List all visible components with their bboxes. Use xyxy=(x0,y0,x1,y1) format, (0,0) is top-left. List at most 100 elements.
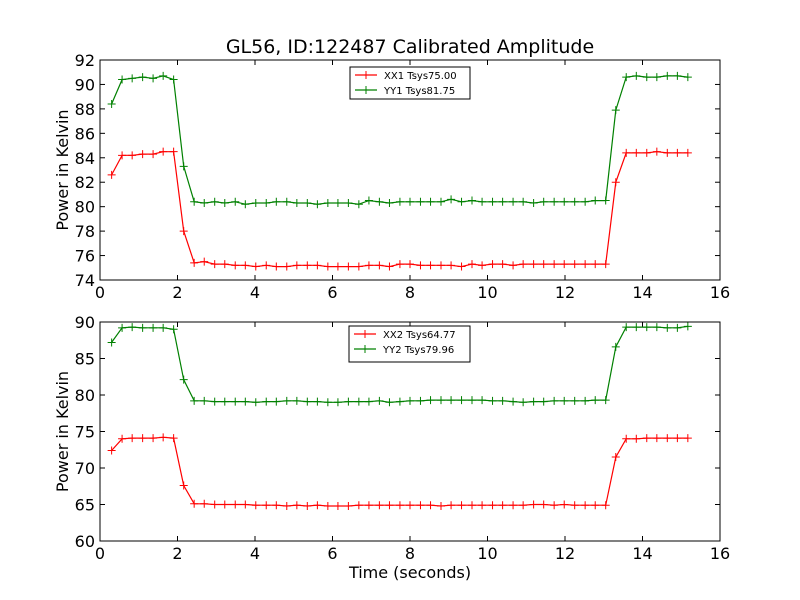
data-point-marker xyxy=(591,196,600,205)
data-point-marker xyxy=(663,71,672,80)
y-tick-label: 88 xyxy=(75,100,95,119)
data-point-marker xyxy=(457,396,466,405)
data-point-marker xyxy=(632,71,641,80)
data-point-marker xyxy=(519,197,528,206)
data-point-marker xyxy=(426,261,435,270)
data-point-marker xyxy=(591,260,600,269)
data-point-marker xyxy=(437,396,445,405)
data-point-marker xyxy=(385,501,394,510)
data-point-marker xyxy=(138,73,147,82)
data-point-marker xyxy=(447,501,456,510)
data-point-marker xyxy=(437,197,445,206)
data-point-marker xyxy=(200,396,209,405)
data-point-marker xyxy=(272,262,281,271)
data-point-marker xyxy=(354,200,363,209)
data-point-marker xyxy=(323,262,332,271)
data-point-marker xyxy=(169,75,178,84)
data-point-marker xyxy=(149,150,158,159)
data-point-marker xyxy=(344,397,353,406)
data-point-marker xyxy=(128,74,137,83)
data-point-marker xyxy=(128,323,137,332)
y-tick-label: 76 xyxy=(75,247,95,266)
data-point-marker xyxy=(190,197,199,206)
data-point-marker xyxy=(570,197,579,206)
data-point-marker xyxy=(128,434,137,443)
data-point-marker xyxy=(426,197,435,206)
bottom-chart-panel: 0 2 4 6 8 10 12 14 16 60 65 70 75 80 85 90 XX2 Tsys64.77… xyxy=(53,313,730,582)
data-point-marker xyxy=(354,397,363,406)
data-point-marker xyxy=(354,262,363,271)
x-tick-label: 14 xyxy=(632,544,652,563)
data-point-marker xyxy=(200,257,209,266)
data-point-marker xyxy=(416,261,425,270)
data-point-marker xyxy=(159,147,168,156)
data-point-marker xyxy=(601,260,610,269)
data-point-marker xyxy=(611,342,620,351)
data-point-marker xyxy=(251,199,260,207)
y-tick-label: 85 xyxy=(75,350,95,369)
data-point-marker xyxy=(138,150,147,159)
data-point-marker xyxy=(107,170,116,179)
data-point-marker xyxy=(683,148,692,157)
data-point-marker xyxy=(652,323,661,332)
y-tick-label: 82 xyxy=(75,173,95,192)
data-point-marker xyxy=(364,196,373,205)
data-point-marker xyxy=(447,195,456,204)
data-point-marker xyxy=(539,500,548,509)
legend-entry-label: XX1 Tsys75.00 xyxy=(384,71,457,82)
data-point-marker xyxy=(416,501,425,510)
x-tick-label: 0 xyxy=(95,544,105,563)
data-point-marker xyxy=(323,199,332,207)
data-point-marker xyxy=(581,197,590,206)
data-point-marker xyxy=(364,397,373,406)
legend-box xyxy=(349,66,471,100)
data-point-marker xyxy=(118,323,127,332)
data-point-marker xyxy=(611,178,620,187)
data-point-marker xyxy=(406,501,414,510)
data-point-marker xyxy=(478,501,487,510)
data-point-marker xyxy=(642,434,651,443)
x-tick-label: 12 xyxy=(555,544,575,563)
chart-legend: XX2 Tsys64.77 YY2 Tsys79.96 xyxy=(348,325,471,363)
data-point-marker xyxy=(601,196,610,205)
data-point-marker xyxy=(539,397,548,406)
legend-marker-swatch xyxy=(361,345,369,353)
y-tick-label: 78 xyxy=(75,222,95,241)
y-axis-label: Power in Kelvin xyxy=(53,109,72,230)
data-point-marker xyxy=(138,323,147,332)
data-point-marker xyxy=(282,396,291,405)
data-point-marker xyxy=(591,396,600,405)
data-point-marker xyxy=(210,397,219,406)
data-point-marker xyxy=(375,261,384,270)
legend-entry-label: XX2 Tsys64.77 xyxy=(383,330,456,341)
data-point-marker xyxy=(683,322,692,331)
chart-legend: XX1 Tsys75.00 YY1 Tsys81.75 xyxy=(349,66,471,100)
plot-area-frame xyxy=(99,321,721,542)
x-tick-label: 4 xyxy=(250,544,260,563)
data-point-marker xyxy=(118,434,127,443)
data-point-marker xyxy=(313,397,322,406)
data-point-marker xyxy=(437,501,445,510)
data-point-marker xyxy=(128,151,137,160)
data-point-marker xyxy=(581,396,590,405)
y-tick-label: 74 xyxy=(75,271,95,290)
data-point-marker xyxy=(498,260,507,269)
data-point-marker xyxy=(220,260,229,269)
data-point-marker xyxy=(231,397,240,406)
data-point-marker xyxy=(251,501,260,510)
data-point-marker xyxy=(375,396,384,405)
data-point-marker xyxy=(262,397,271,406)
data-point-marker xyxy=(581,501,590,510)
data-point-marker xyxy=(375,197,384,206)
top-chart-panel: 0 2 4 6 8 10 12 14 16 74 76 78 80 82 84 86 88 90 92 XX1 Tsy… xyxy=(53,36,730,302)
data-point-marker xyxy=(529,199,538,207)
data-point-marker xyxy=(632,148,641,157)
x-tick-label: 8 xyxy=(405,544,415,563)
data-point-marker xyxy=(200,199,209,207)
data-point-marker xyxy=(457,262,466,271)
data-point-marker xyxy=(560,396,569,405)
data-point-marker xyxy=(509,501,518,510)
data-point-marker xyxy=(323,501,332,510)
data-point-marker xyxy=(282,262,291,271)
